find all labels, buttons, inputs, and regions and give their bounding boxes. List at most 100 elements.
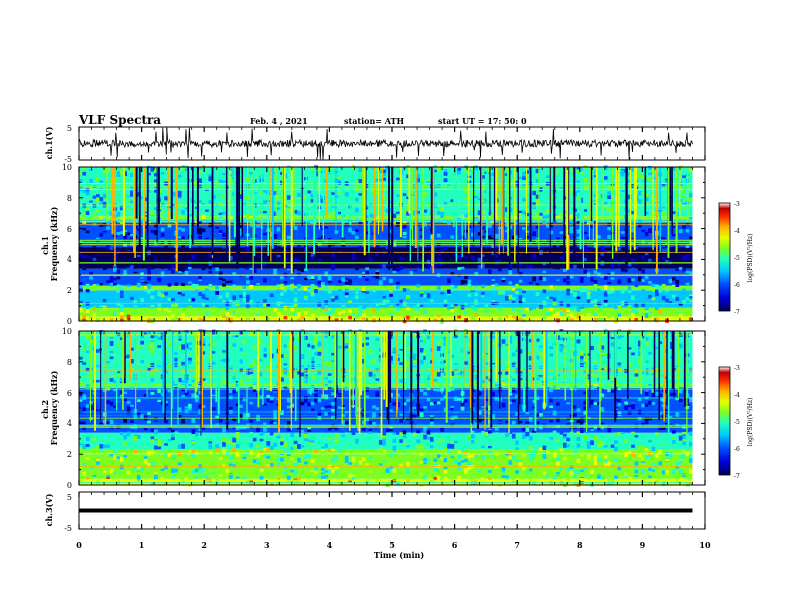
spectrum-cell <box>300 463 305 468</box>
spectrum-cell <box>259 287 264 291</box>
sferic-line <box>592 167 594 241</box>
spectrum-cell <box>457 397 462 401</box>
spectrum-cell <box>79 186 83 192</box>
spectrum-cell <box>102 339 107 343</box>
spectrum-cell <box>338 191 342 195</box>
spectrum-cell <box>685 254 690 259</box>
spectrum-cell <box>385 200 390 204</box>
spectrum-cell <box>198 317 202 321</box>
spectrum-cell <box>232 246 237 251</box>
spectrum-cell <box>426 179 431 182</box>
spectrum-cell <box>378 276 383 280</box>
spectrum-cell <box>96 460 100 465</box>
spectrum-cell <box>665 258 669 264</box>
spectrum-cell <box>307 299 312 304</box>
spectrum-cell <box>457 456 462 460</box>
spectrum-cell <box>559 307 564 311</box>
spectrum-cell <box>334 295 339 300</box>
spectrum-cell <box>177 174 182 178</box>
spectrum-cell <box>406 364 410 369</box>
sferic-line <box>473 167 475 242</box>
spectrum-cell <box>307 427 312 430</box>
spectrum-cell <box>402 301 407 307</box>
sferic-line <box>671 167 673 234</box>
spectrum-cell <box>256 417 260 422</box>
spectrum-cell <box>433 370 438 376</box>
spectrum-cell <box>92 258 97 261</box>
spectrum-cell <box>467 301 472 305</box>
spectrum-cell <box>123 185 128 188</box>
spectrum-cell <box>532 406 537 409</box>
spectrum-cell <box>82 227 87 231</box>
spectrum-cell <box>552 245 557 249</box>
spectrum-cell <box>136 308 141 314</box>
spectrum-cell <box>102 201 107 205</box>
sferic-line <box>381 167 384 232</box>
spectrum-cell <box>153 472 158 476</box>
spectrum-cell <box>597 235 601 239</box>
spectrum-cell <box>307 190 312 194</box>
spectrum-cell <box>576 236 581 240</box>
spectrum-cell <box>150 450 155 454</box>
spectrum-cell <box>147 420 151 424</box>
spectrum-cell <box>597 272 601 277</box>
spectrum-cell <box>85 306 90 310</box>
spectrum-cell <box>239 414 243 418</box>
spectrum-cell <box>317 351 322 356</box>
spectrum-cell <box>317 304 322 308</box>
spectrum-cell <box>395 211 400 214</box>
spectrum-cell <box>208 343 213 347</box>
spectrum-cell <box>505 433 509 438</box>
spectrum-cell <box>266 317 271 322</box>
spectrum-cell <box>419 228 424 232</box>
spectrum-cell <box>597 194 601 199</box>
spectrum-cell <box>222 442 226 447</box>
sferic-line <box>114 167 116 267</box>
spectrum-cell <box>327 243 332 248</box>
spectrum-cell <box>119 285 124 290</box>
spectrum-cell <box>208 360 213 364</box>
spectrum-cell <box>153 440 158 445</box>
spectrum-cell <box>603 206 608 209</box>
spectrum-cell <box>586 173 591 178</box>
spectrum-cell <box>109 283 114 287</box>
spectrum-cell <box>355 197 359 202</box>
spectrum-cell <box>116 351 121 357</box>
spectrum-cell <box>481 242 485 245</box>
spectrum-cell <box>211 329 216 335</box>
spectrum-cell <box>218 355 223 360</box>
spectrum-cell <box>334 178 339 183</box>
spectrum-cell <box>280 180 284 185</box>
spectrum-cell <box>470 255 475 261</box>
spectrum-cell <box>440 260 444 263</box>
spectrum-cell <box>389 312 393 316</box>
sferic-line <box>233 167 236 238</box>
ch1-spectrogram-ylabel: ch.1 Frequency (kHz) <box>40 206 59 281</box>
spectrum-cell <box>82 267 87 271</box>
spectrum-cell <box>194 212 199 217</box>
spectrum-cell <box>600 253 605 256</box>
spectrum-cell <box>150 304 155 308</box>
spectrum-cell <box>242 339 247 343</box>
spectrum-cell <box>494 283 499 287</box>
spectrum-cell <box>406 205 410 209</box>
spectrum-cell <box>535 212 540 216</box>
spectrum-cell <box>273 225 277 229</box>
spectrum-cell <box>501 433 506 436</box>
spectrum-cell <box>491 212 496 218</box>
spectrum-cell <box>389 229 393 234</box>
spectrum-cell <box>426 397 431 402</box>
spectrum-cell <box>324 308 329 312</box>
spectrum-cell <box>344 381 349 385</box>
spectrum-cell <box>460 460 465 463</box>
spectrum-cell <box>194 300 199 306</box>
spectrum-cell <box>430 462 434 467</box>
spectrum-cell <box>590 300 594 304</box>
spectrum-cell <box>123 241 128 247</box>
spectrum-cell <box>280 410 284 415</box>
spectrum-cell <box>263 232 267 236</box>
spectrum-cell <box>341 309 346 315</box>
spectrum-cell <box>402 359 407 364</box>
spectrum-cell <box>498 265 502 269</box>
spectrum-cell <box>317 370 322 375</box>
